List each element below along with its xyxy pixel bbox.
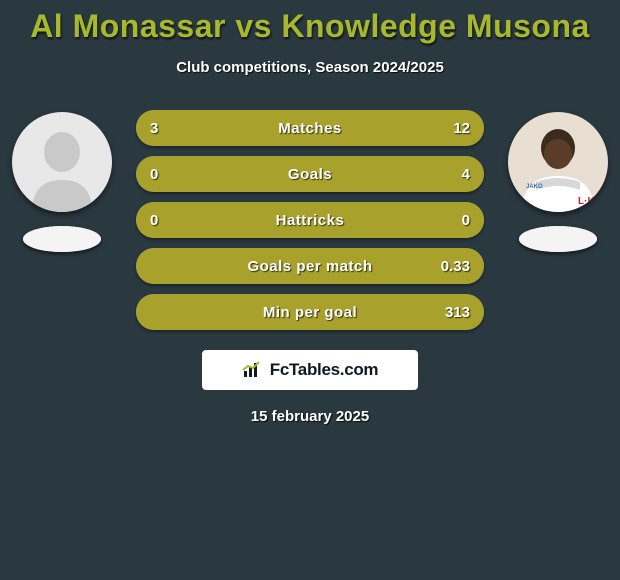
left-avatar [12,112,112,212]
date-label: 15 february 2025 [0,408,620,425]
stat-right-value: 313 [445,304,470,321]
stat-label: Matches [136,120,484,137]
stat-right-value: 0 [462,212,470,229]
comparison-card: Al Monassar vs Knowledge Musona Club com… [0,0,620,425]
left-player-col [6,110,118,252]
left-flag [23,226,101,252]
stat-right-value: 4 [462,166,470,183]
barchart-icon [242,361,264,379]
stat-label: Hattricks [136,212,484,229]
right-avatar: L·K JAKO [508,112,608,212]
stat-label: Min per goal [136,304,484,321]
stat-bar: Min per goal313 [136,294,484,330]
right-flag [519,226,597,252]
stat-bar: Goals per match0.33 [136,248,484,284]
subtitle: Club competitions, Season 2024/2025 [0,59,620,76]
right-player-col: L·K JAKO [502,110,614,252]
stat-label: Goals [136,166,484,183]
flag-icon [23,226,101,252]
stat-bar: 0Goals4 [136,156,484,192]
page-title: Al Monassar vs Knowledge Musona [0,8,620,45]
player-photo-icon: L·K JAKO [508,112,608,212]
stat-right-value: 12 [453,120,470,137]
brand-text: FcTables.com [270,360,379,380]
stat-label: Goals per match [136,258,484,275]
stat-bar: 0Hattricks0 [136,202,484,238]
compare-row: 3Matches120Goals40Hattricks0Goals per ma… [0,110,620,330]
svg-text:L·K: L·K [578,196,595,207]
svg-text:JAKO: JAKO [526,184,543,190]
stat-bar: 3Matches12 [136,110,484,146]
stats-column: 3Matches120Goals40Hattricks0Goals per ma… [136,110,484,330]
flag-icon [519,226,597,252]
person-icon [12,112,112,212]
brand-badge[interactable]: FcTables.com [202,350,418,390]
stat-right-value: 0.33 [441,258,470,275]
